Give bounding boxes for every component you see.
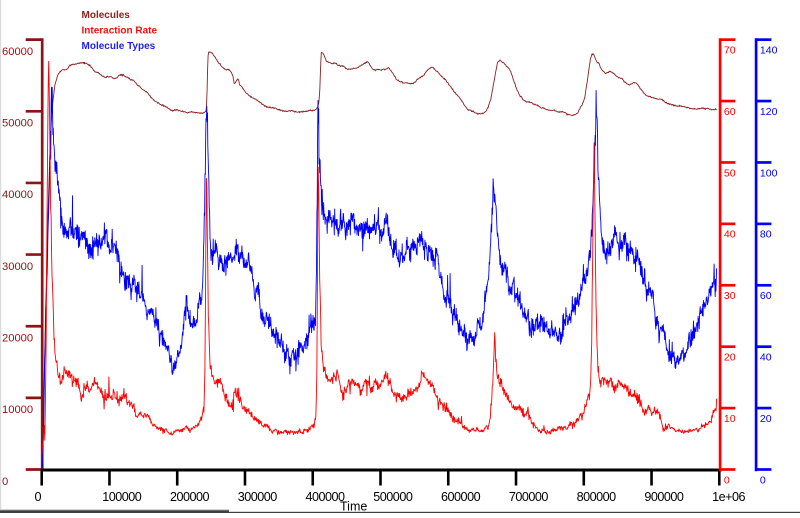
svg-text:140: 140 bbox=[760, 44, 778, 56]
svg-text:10: 10 bbox=[724, 413, 736, 425]
svg-text:500000: 500000 bbox=[373, 490, 413, 504]
svg-text:60: 60 bbox=[724, 106, 736, 118]
svg-text:700000: 700000 bbox=[509, 490, 549, 504]
svg-text:100: 100 bbox=[760, 167, 778, 179]
svg-text:80: 80 bbox=[760, 229, 772, 241]
svg-text:70: 70 bbox=[724, 44, 736, 56]
svg-text:40: 40 bbox=[760, 351, 772, 363]
svg-text:600000: 600000 bbox=[441, 490, 481, 504]
svg-text:Time: Time bbox=[340, 500, 367, 514]
svg-text:20: 20 bbox=[724, 351, 736, 363]
svg-text:0: 0 bbox=[2, 476, 8, 488]
svg-text:30000: 30000 bbox=[2, 261, 33, 273]
svg-text:50000: 50000 bbox=[2, 118, 33, 130]
svg-text:60: 60 bbox=[760, 290, 772, 302]
svg-text:100000: 100000 bbox=[102, 490, 142, 504]
svg-text:200000: 200000 bbox=[170, 490, 210, 504]
svg-text:Molecules: Molecules bbox=[82, 10, 131, 21]
svg-text:300000: 300000 bbox=[238, 490, 278, 504]
svg-text:20: 20 bbox=[760, 413, 772, 425]
svg-text:40: 40 bbox=[724, 229, 736, 241]
svg-text:20000: 20000 bbox=[2, 333, 33, 345]
svg-text:0: 0 bbox=[35, 490, 42, 504]
svg-text:120: 120 bbox=[760, 106, 778, 118]
svg-text:Interaction Rate: Interaction Rate bbox=[82, 26, 158, 37]
svg-text:40000: 40000 bbox=[2, 189, 33, 201]
svg-text:0: 0 bbox=[760, 474, 766, 486]
svg-text:400000: 400000 bbox=[306, 490, 346, 504]
svg-text:10000: 10000 bbox=[2, 404, 33, 416]
svg-text:900000: 900000 bbox=[644, 490, 684, 504]
svg-text:30: 30 bbox=[724, 290, 736, 302]
svg-text:60000: 60000 bbox=[2, 46, 33, 58]
svg-text:0: 0 bbox=[724, 474, 730, 486]
svg-text:Molecule Types: Molecule Types bbox=[82, 41, 156, 52]
svg-text:1e+06: 1e+06 bbox=[712, 490, 745, 504]
svg-text:50: 50 bbox=[724, 167, 736, 179]
svg-text:800000: 800000 bbox=[577, 490, 617, 504]
